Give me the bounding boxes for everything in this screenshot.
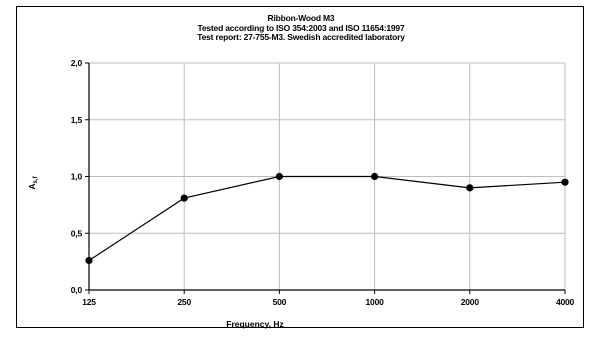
data-point xyxy=(466,184,474,192)
data-point xyxy=(180,194,188,202)
tick-labels: 0,0 0,5 1,0 1,5 2,0 125 250 500 1000 2000 4000 xyxy=(71,58,575,307)
x-tick-label: 4000 xyxy=(556,297,575,307)
series-line xyxy=(88,175,566,261)
y-axis-label: As,f xyxy=(27,175,39,189)
axes xyxy=(85,62,566,294)
y-tick-label: 0,0 xyxy=(71,285,83,295)
y-axis-label-subscript: s,f xyxy=(33,175,39,183)
x-tick-label: 250 xyxy=(177,297,191,307)
chart-subtitle-line-2: Test report: 27-755-M3. Swedish accredit… xyxy=(197,32,405,42)
chart-title-group: Ribbon-Wood M3 Tested according to ISO 3… xyxy=(197,13,405,42)
x-axis-label: Frequency, Hz xyxy=(226,319,283,329)
data-point xyxy=(371,172,379,181)
chart-title: Ribbon-Wood M3 xyxy=(268,13,335,23)
data-point xyxy=(85,256,93,265)
y-tick-label: 1,0 xyxy=(71,172,83,182)
x-tick-label: 500 xyxy=(273,297,287,307)
y-axis-label-main: A xyxy=(27,183,37,189)
data-point xyxy=(561,178,569,186)
line-chart: Ribbon-Wood M3 Tested according to ISO 3… xyxy=(27,13,575,329)
y-tick-label: 2,0 xyxy=(71,58,83,68)
data-point xyxy=(275,172,283,181)
x-tick-label: 2000 xyxy=(461,297,480,307)
series-layer xyxy=(85,172,569,265)
chart-subtitle-line-1: Tested according to ISO 354:2003 and ISO… xyxy=(198,23,405,33)
y-tick-label: 0,5 xyxy=(71,228,83,238)
x-tick-label: 125 xyxy=(82,297,96,307)
x-tick-label: 1000 xyxy=(366,297,385,307)
y-tick-label: 1,5 xyxy=(71,115,83,125)
gridlines xyxy=(89,62,566,290)
chart-frame: Ribbon-Wood M3 Tested according to ISO 3… xyxy=(16,6,584,329)
